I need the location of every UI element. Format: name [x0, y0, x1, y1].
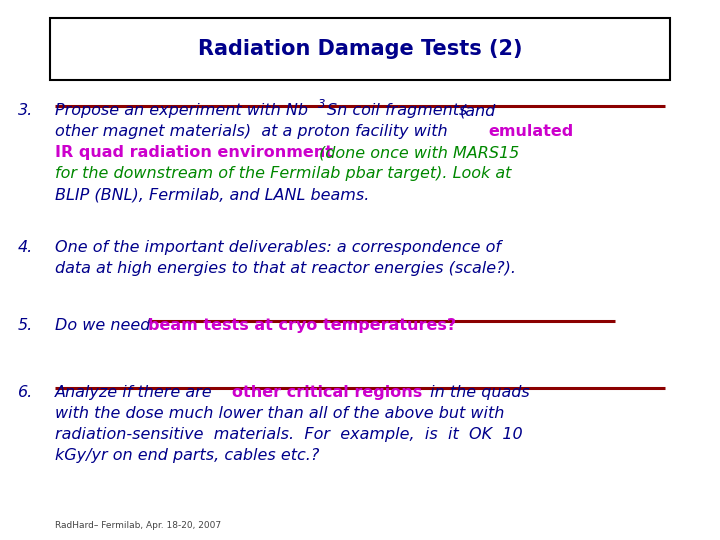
Text: radiation-sensitive  materials.  For  example,  is  it  OK  10: radiation-sensitive materials. For examp…: [55, 427, 523, 442]
Text: 5.: 5.: [18, 318, 33, 333]
Text: One of the important deliverables: a correspondence of: One of the important deliverables: a cor…: [55, 240, 501, 255]
Text: beam tests at cryo temperatures?: beam tests at cryo temperatures?: [148, 318, 456, 333]
Text: other critical regions: other critical regions: [232, 385, 422, 400]
Text: in the quads: in the quads: [425, 385, 530, 400]
Text: Sn coil fragments: Sn coil fragments: [327, 103, 467, 118]
Text: 6.: 6.: [18, 385, 33, 400]
Text: (done once with MARS15: (done once with MARS15: [319, 145, 519, 160]
Text: BLIP (BNL), Fermilab, and LANL beams.: BLIP (BNL), Fermilab, and LANL beams.: [55, 187, 369, 202]
Text: Propose an experiment with Nb: Propose an experiment with Nb: [55, 103, 308, 118]
Text: data at high energies to that at reactor energies (scale?).: data at high energies to that at reactor…: [55, 261, 516, 276]
Text: emulated: emulated: [488, 124, 573, 139]
Text: Radiation Damage Tests (2): Radiation Damage Tests (2): [198, 39, 522, 59]
Text: Do we need: Do we need: [55, 318, 156, 333]
Text: kGy/yr on end parts, cables etc.?: kGy/yr on end parts, cables etc.?: [55, 448, 320, 463]
Text: for the downstream of the Fermilab pbar target). Look at: for the downstream of the Fermilab pbar …: [55, 166, 511, 181]
Text: with the dose much lower than all of the above but with: with the dose much lower than all of the…: [55, 406, 505, 421]
Text: 4.: 4.: [18, 240, 33, 255]
Text: IR quad radiation environment: IR quad radiation environment: [55, 145, 333, 160]
Text: Analyze if there are: Analyze if there are: [55, 385, 217, 400]
Text: 3.: 3.: [18, 103, 33, 118]
Text: 3: 3: [318, 98, 325, 111]
FancyBboxPatch shape: [50, 18, 670, 80]
Text: (and: (and: [460, 103, 496, 118]
Text: RadHard– Fermilab, Apr. 18-20, 2007: RadHard– Fermilab, Apr. 18-20, 2007: [55, 521, 221, 530]
Text: other magnet materials)  at a proton facility with: other magnet materials) at a proton faci…: [55, 124, 448, 139]
